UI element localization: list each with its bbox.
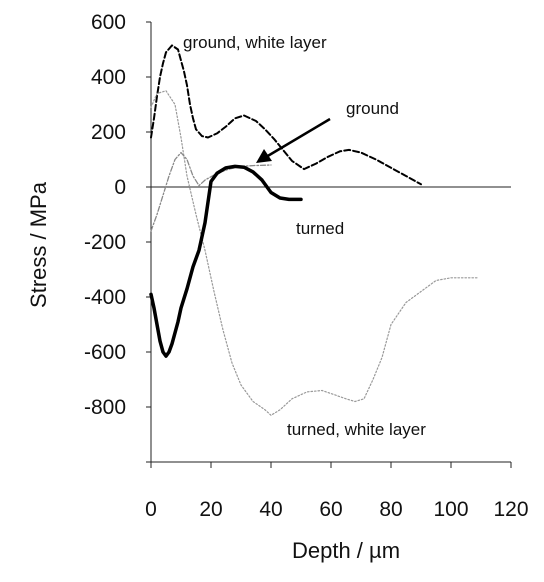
y-tick-label: 200 (91, 121, 126, 144)
x-tick-label: 80 (379, 498, 402, 521)
y-tick-label: -200 (84, 231, 126, 254)
annotation-ground-white-layer: ground, white layer (183, 33, 327, 52)
series-line-turned (149, 164, 303, 358)
x-tick-label: 60 (319, 498, 342, 521)
x-tick-label: 20 (199, 498, 222, 521)
annotation-arrow-head (256, 149, 272, 163)
annotation-ground: ground (346, 99, 399, 118)
annotation-turned: turned (296, 219, 344, 238)
x-tick-label: 40 (259, 498, 282, 521)
series-line-turned-white-layer (150, 90, 479, 416)
y-tick-label: -800 (84, 396, 126, 419)
annotation-arrow-shaft (265, 117, 331, 159)
y-tick-label: 600 (91, 11, 126, 34)
y-tick-label: 0 (114, 176, 126, 199)
series-line-ground-white-layer (150, 44, 422, 186)
y-axis-title: Stress / MPa (26, 181, 51, 308)
x-tick-label: 100 (433, 498, 468, 521)
x-axis-title: Depth / µm (292, 538, 400, 563)
y-axis: 600 400 200 0 -200 -400 -600 -800 (84, 11, 152, 463)
x-tick-label: 120 (493, 498, 528, 521)
plot-area (149, 44, 479, 416)
annotation-turned-white-layer: turned, white layer (287, 420, 426, 439)
y-tick-label: -400 (84, 286, 126, 309)
y-tick-label: 400 (91, 66, 126, 89)
x-tick-label: 0 (145, 498, 157, 521)
y-tick-label: -600 (84, 341, 126, 364)
